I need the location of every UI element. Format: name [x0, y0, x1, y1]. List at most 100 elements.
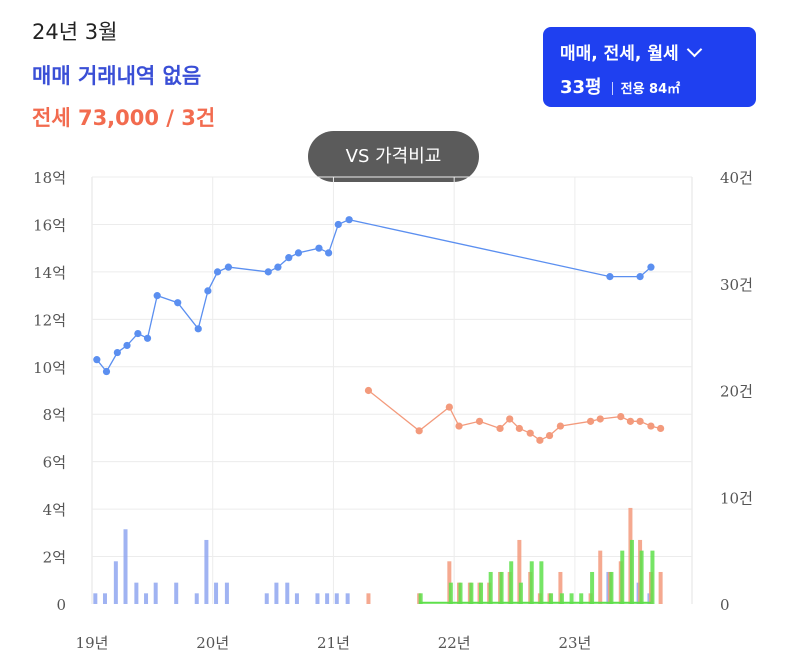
price-point [134, 329, 142, 338]
volume-bar [174, 582, 179, 604]
price-point [415, 427, 423, 435]
price-point [657, 424, 665, 433]
price-point [606, 273, 614, 281]
volume-bar [488, 571, 493, 604]
volume-bar [558, 571, 563, 604]
volume-bar [469, 582, 474, 604]
price-point [596, 415, 604, 423]
y-left-tick-label: 16억 [33, 216, 66, 234]
price-point [143, 334, 152, 342]
x-tick-label: 22년 [438, 634, 471, 652]
volume-bar [517, 539, 522, 604]
price-point [364, 386, 373, 395]
volume-bar [224, 582, 229, 604]
price-point [475, 417, 484, 425]
volume-bar [325, 593, 330, 604]
volume-bar [366, 593, 371, 604]
price-point [455, 422, 463, 430]
deal-type-filter-button[interactable]: 매매, 전세, 월세 33평 전용 84㎡ [543, 27, 756, 107]
y-left-tick-label: 0 [56, 596, 66, 614]
price-point [294, 249, 303, 257]
price-line [96, 219, 652, 373]
price-point [264, 268, 272, 276]
price-point [506, 415, 514, 423]
price-point [174, 299, 182, 307]
y-left-tick-label: 6억 [43, 454, 66, 472]
volume-bar [549, 593, 554, 604]
volume-bar [609, 571, 614, 604]
volume-bar [448, 582, 453, 604]
price-point [647, 422, 655, 430]
price-point [153, 292, 161, 300]
volume-bar [153, 582, 158, 604]
volume-bar [144, 593, 149, 604]
price-point [113, 348, 121, 357]
price-point [626, 417, 635, 425]
price-point [213, 268, 222, 276]
volume-bar [579, 593, 584, 604]
price-point [536, 436, 544, 444]
x-tick-label: 20년 [196, 634, 229, 652]
price-point [93, 356, 101, 364]
price-point [636, 273, 644, 281]
price-point [515, 424, 523, 433]
x-tick-label: 19년 [76, 634, 109, 652]
price-point [123, 341, 131, 350]
y-left-tick-label: 14억 [33, 264, 66, 282]
size-divider [611, 82, 613, 95]
volume-bar [204, 539, 209, 604]
y-left-tick-label: 2억 [43, 549, 66, 567]
y-right-tick-label: 30건 [720, 276, 753, 294]
sale-status: 매매 거래내역 없음 [32, 64, 202, 88]
price-point [102, 367, 111, 376]
volume-bar [418, 593, 423, 604]
price-point [647, 263, 655, 271]
volume-bar [334, 593, 339, 604]
volume-bar [123, 529, 128, 604]
volume-bar [102, 593, 107, 604]
volume-bar [598, 550, 603, 604]
volume-bar [509, 561, 514, 604]
volume-bar [569, 593, 574, 604]
price-point [586, 417, 595, 425]
y-right-tick-label: 10건 [720, 489, 753, 507]
price-point [526, 429, 534, 437]
y-left-tick-label: 4억 [43, 501, 66, 519]
price-point [315, 244, 323, 252]
volume-bar [650, 550, 655, 604]
price-point [194, 325, 202, 333]
price-point [224, 263, 233, 271]
volume-bar [214, 582, 219, 604]
price-point [334, 220, 342, 229]
x-tick-label: 21년 [317, 634, 350, 652]
volume-bar [620, 550, 625, 604]
volume-bar [93, 593, 98, 604]
y-right-tick-label: 0 [720, 596, 730, 614]
volume-bar [458, 582, 463, 604]
price-point [345, 216, 353, 224]
size-exclusive-area: 전용 84㎡ [620, 82, 681, 97]
price-point [285, 254, 293, 262]
y-right-tick-label: 20건 [720, 383, 753, 401]
volume-bar [315, 593, 320, 604]
selected-month: 24년 3월 [32, 20, 118, 44]
volume-bar [539, 561, 544, 604]
volume-bar [479, 582, 484, 604]
volume-bar [639, 550, 644, 604]
volume-bar [658, 571, 663, 604]
volume-bar [345, 593, 350, 604]
price-compare-button[interactable]: VS 가격비교 [308, 131, 479, 182]
y-right-tick-label: 40건 [720, 169, 753, 187]
volume-bar [113, 561, 118, 604]
volume-bar [529, 561, 534, 604]
price-point [274, 263, 282, 271]
volume-bar [285, 582, 290, 604]
price-point [556, 422, 565, 430]
price-line [368, 389, 661, 442]
x-tick-label: 23년 [558, 634, 591, 652]
volume-bar [559, 593, 564, 604]
y-left-tick-label: 18억 [33, 169, 66, 187]
jeonse-summary: 전세 73,000 / 3건 [32, 106, 216, 130]
price-point [445, 403, 453, 411]
